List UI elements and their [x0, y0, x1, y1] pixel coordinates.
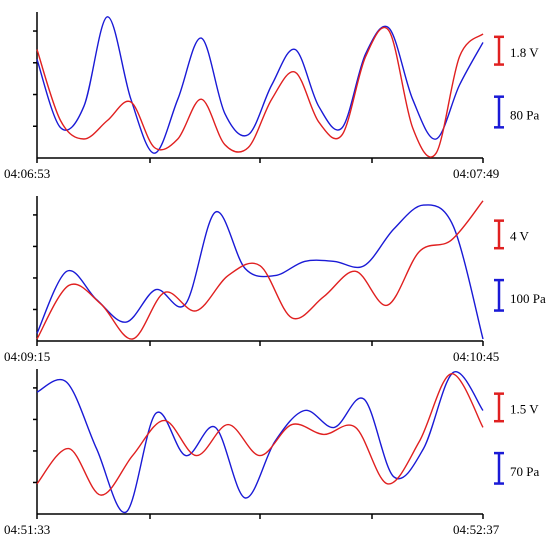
scale-bar-label: 100 Pa — [510, 291, 546, 306]
series-line-1 — [36, 16, 484, 154]
scale-bar-label: 80 Pa — [510, 108, 539, 123]
x-end-label: 04:07:49 — [453, 166, 499, 181]
scale-bar-label: 70 Pa — [510, 464, 539, 479]
series-line-2 — [36, 373, 484, 496]
chart-panel-3: 04:51:33 04:52:37 1.5 V 70 Pa — [4, 369, 539, 537]
x-start-label: 04:06:53 — [4, 166, 50, 181]
chart-panel-1: 04:06:53 04:07:49 1.8 V 80 Pa — [4, 12, 539, 181]
series-line-1 — [36, 204, 484, 340]
chart-panel-2: 04:09:15 04:10:45 4 V 100 Pa — [4, 196, 546, 364]
x-end-label: 04:10:45 — [453, 349, 499, 364]
x-start-label: 04:51:33 — [4, 522, 50, 537]
x-start-label: 04:09:15 — [4, 349, 50, 364]
scale-bar-label: 4 V — [510, 229, 530, 244]
scale-bar-label: 1.8 V — [510, 45, 539, 60]
series-line-2 — [36, 26, 484, 158]
series-line-2 — [36, 200, 484, 340]
scale-bar-label: 1.5 V — [510, 402, 539, 417]
series-line-1 — [36, 371, 484, 513]
x-end-label: 04:52:37 — [453, 522, 500, 537]
